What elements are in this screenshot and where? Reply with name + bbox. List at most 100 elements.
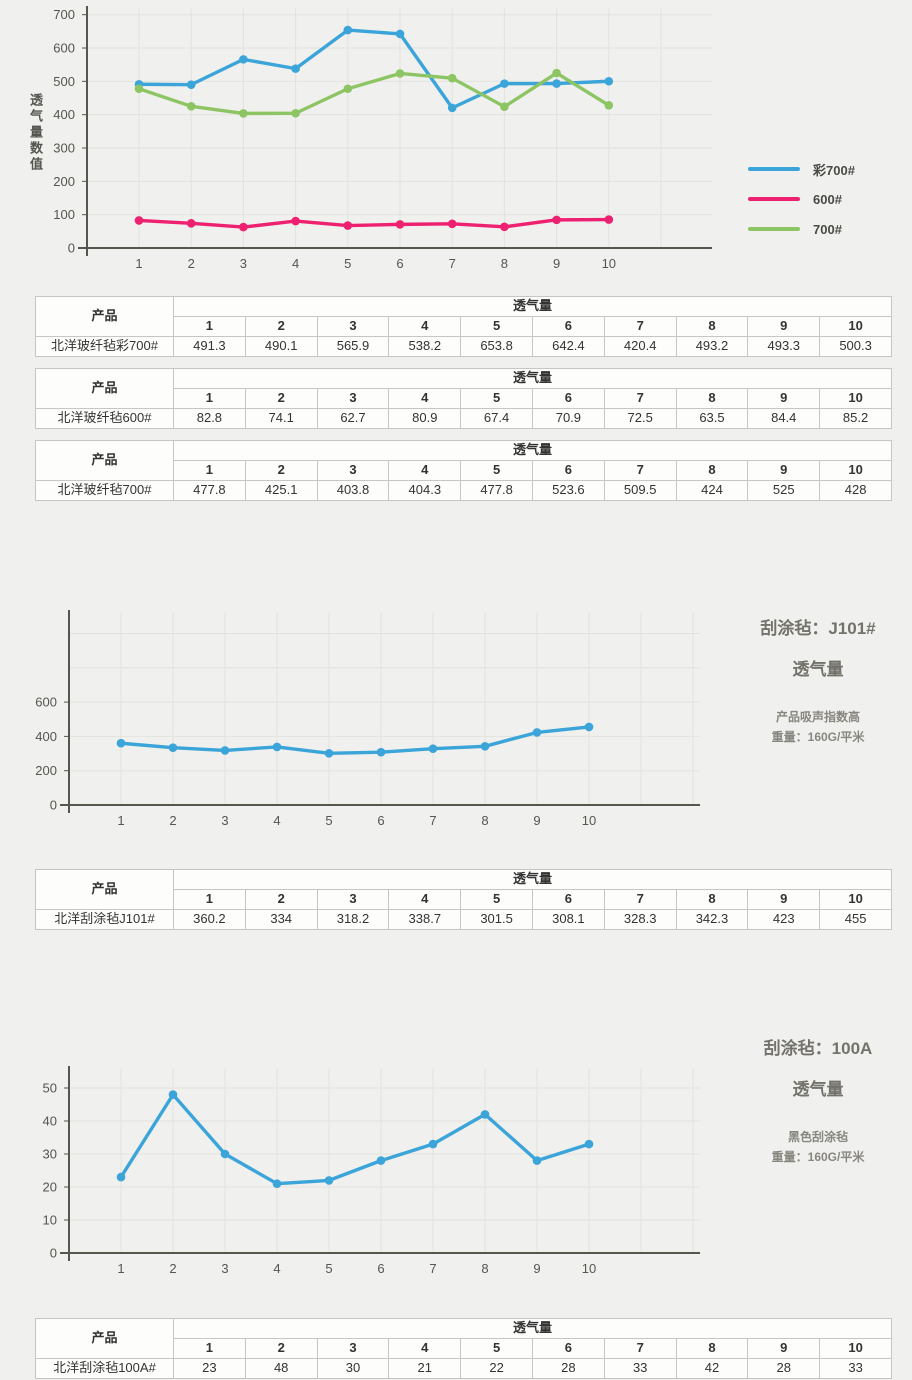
section-note-line2: 重量：160G/平米: [771, 1150, 865, 1164]
value-cell: 33: [819, 1358, 892, 1379]
data-point: [134, 84, 144, 94]
section-title-100a: 刮涂毡：100A 透气量 黑色刮涂毡 重量：160G/平米: [730, 1034, 906, 1167]
x-tick-label: 5: [325, 813, 332, 828]
value-cell: 338.7: [388, 909, 462, 930]
axes: [78, 6, 712, 256]
value-cell: 21: [388, 1358, 462, 1379]
x-tick-label: 7: [429, 1261, 436, 1276]
product-name-cell: 北洋玻纤毡700#: [35, 480, 174, 501]
x-tick-label: 10: [582, 813, 596, 828]
sample-number-header: 6: [531, 1338, 605, 1359]
data-point: [134, 216, 144, 225]
value-cell: 80.9: [388, 408, 462, 429]
value-cell: 70.9: [531, 408, 605, 429]
y-tick-label: 30: [43, 1147, 57, 1162]
section-title-line1: 刮涂毡：100A: [763, 1039, 873, 1058]
gridlines: [69, 1068, 700, 1253]
sample-number-header: 7: [603, 460, 677, 481]
x-tick-label: 3: [221, 813, 228, 828]
x-tick-label: 9: [533, 1261, 540, 1276]
data-point: [552, 215, 561, 225]
x-tick-label: 2: [188, 256, 195, 271]
legend-item: 600#: [748, 184, 855, 214]
product-column-header: 产品: [35, 440, 174, 481]
sample-number-header: 3: [316, 388, 390, 409]
data-point: [604, 101, 614, 110]
sample-number-header: 9: [747, 460, 821, 481]
sample-number-header: 8: [675, 1338, 749, 1359]
data-point: [239, 109, 248, 118]
x-tick-label: 7: [429, 813, 436, 828]
x-tick-label: 6: [377, 1261, 384, 1276]
y-tick-labels: 0 200 400 600: [35, 695, 57, 813]
sample-number-header: 5: [460, 1338, 533, 1359]
sample-number-header: 8: [675, 889, 749, 910]
data-point: [552, 79, 561, 88]
sample-number-header: 2: [244, 388, 318, 409]
data-point: [239, 222, 248, 232]
data-point: [604, 76, 614, 86]
x-tick-label: 5: [344, 256, 351, 271]
value-cell: 523.6: [531, 480, 605, 501]
data-point: [584, 1139, 594, 1149]
sample-number-header: 3: [316, 460, 390, 481]
value-cell: 72.5: [603, 408, 677, 429]
y-tick-label: 400: [53, 107, 75, 122]
series-彩700#: [134, 25, 614, 113]
data-point: [220, 1149, 230, 1159]
x-tick-label: 9: [553, 256, 560, 271]
data-point: [480, 741, 490, 751]
sample-number-header: 8: [675, 316, 749, 337]
value-cell: 82.8: [173, 408, 246, 429]
sample-number-header: 1: [173, 460, 246, 481]
x-tick-label: 8: [481, 813, 488, 828]
chart-j101-permeability: 0 200 400 600 1 2 3 4 5 6 7 8 9 10: [35, 610, 700, 828]
data-point: [343, 221, 353, 230]
value-cell: 42: [675, 1358, 749, 1379]
chart-100a-permeability: 0 10 20 30 40 50 1 2 3 4 5 6 7 8 9 10: [43, 1066, 700, 1276]
x-tick-label: 4: [273, 813, 280, 828]
value-cell: 404.3: [388, 480, 462, 501]
series-line: [137, 217, 611, 229]
data-point: [291, 64, 300, 73]
permeability-span-header: 透气量: [173, 296, 892, 317]
value-cell: 642.4: [531, 336, 605, 357]
value-cell: 420.4: [603, 336, 677, 357]
sample-number-header: 9: [747, 388, 821, 409]
series-北洋刮涂毡100A#: [116, 1090, 594, 1188]
sample-number-header: 6: [531, 388, 605, 409]
table-row: 北洋玻纤毡700# 477.8 425.1 403.8 404.3 477.8 523.6 5…: [35, 480, 892, 501]
sample-number-header: 4: [388, 460, 462, 481]
sample-number-header: 2: [244, 1338, 318, 1359]
legend-label: 彩700#: [813, 162, 855, 178]
data-point: [480, 1110, 490, 1119]
data-point: [584, 722, 594, 732]
sample-number-header: 6: [531, 460, 605, 481]
table-glassfiber-600: 产品 透气量 1 2 3 4 5 6 7 8 9 10 北洋玻纤毡600# 82.8 74.1 62.7 80.…: [35, 368, 892, 429]
sample-number-header: 10: [819, 388, 892, 409]
sample-number-header: 3: [316, 1338, 390, 1359]
section-note-line1: 产品吸声指数高: [775, 710, 860, 724]
data-point: [447, 219, 457, 229]
sample-number-header: 10: [819, 316, 892, 337]
chart-legend: 彩700# 600# 700#: [748, 154, 855, 244]
legend-item: 700#: [748, 214, 855, 244]
y-tick-label: 0: [50, 1246, 57, 1261]
sample-number-header: 2: [244, 889, 318, 910]
value-cell: 342.3: [675, 909, 749, 930]
sample-number-header: 5: [460, 316, 533, 337]
product-column-header: 产品: [35, 869, 174, 910]
sample-number-header: 10: [819, 1338, 892, 1359]
value-cell: 22: [460, 1358, 533, 1379]
data-point: [116, 1172, 126, 1182]
sample-number-header: 5: [460, 889, 533, 910]
value-cell: 653.8: [460, 336, 533, 357]
value-cell: 491.3: [173, 336, 246, 357]
data-point: [343, 84, 353, 94]
sample-number-header: 6: [531, 316, 605, 337]
gridlines: [87, 8, 712, 248]
product-column-header: 产品: [35, 368, 174, 409]
x-tick-label: 6: [396, 256, 403, 271]
value-cell: 85.2: [819, 408, 892, 429]
table-row: 北洋玻纤毡600# 82.8 74.1 62.7 80.9 67.4 70.9 72.5 63.…: [35, 408, 892, 429]
